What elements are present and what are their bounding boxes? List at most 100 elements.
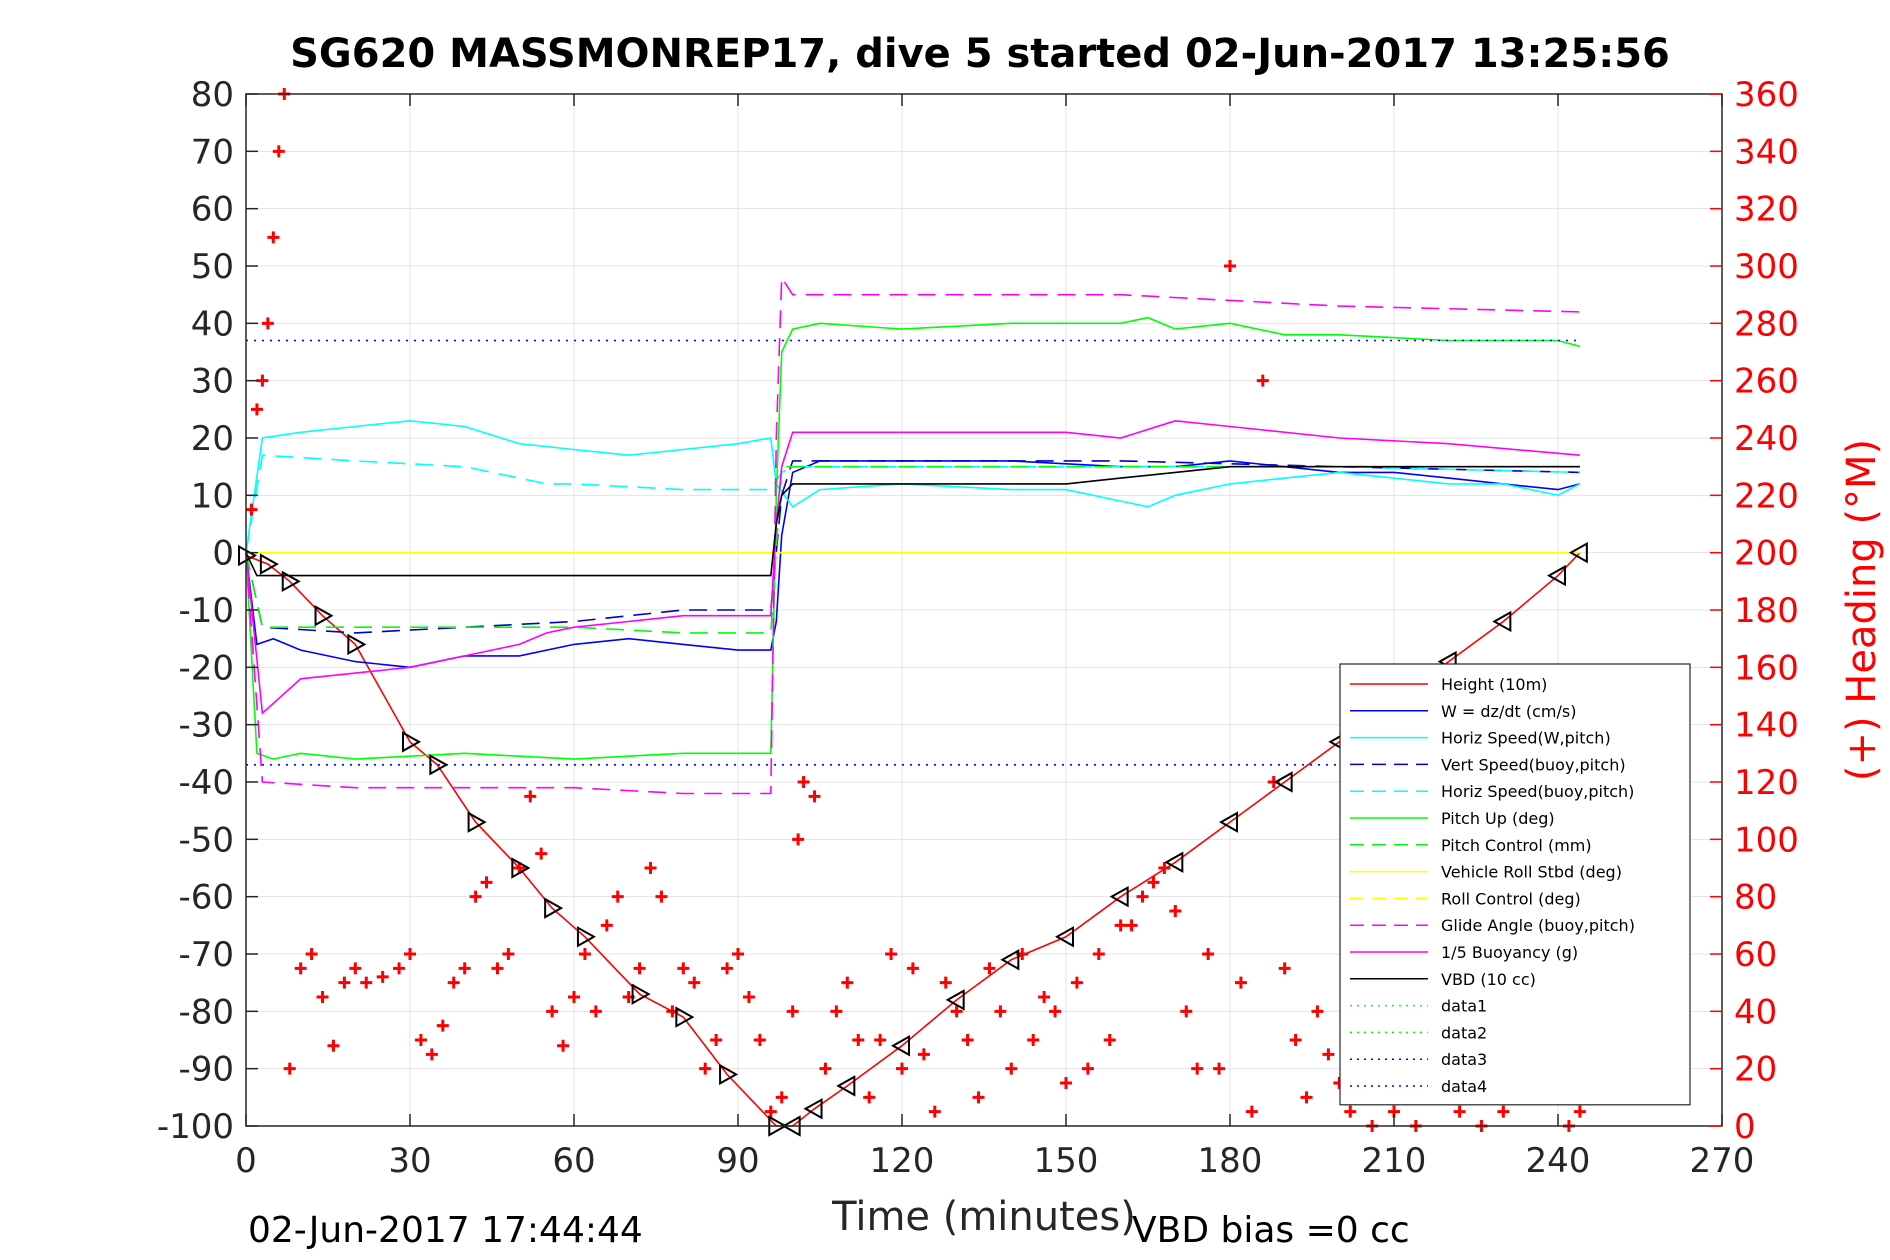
y-right-tick-label: 120	[1734, 763, 1799, 803]
height-triangle-marker	[238, 544, 258, 567]
heading-point	[994, 1005, 1007, 1018]
heading-point	[305, 948, 318, 960]
heading-point	[447, 976, 460, 989]
legend: Height (10m) W = dz/dt (cm/s) Horiz Speed(…	[1339, 663, 1691, 1106]
legend-entry: data2	[1441, 1023, 1487, 1042]
y-tick-label: -80	[178, 992, 234, 1032]
height-triangle-marker	[1568, 541, 1588, 564]
heading-point	[546, 1005, 559, 1018]
legend-entry: Vert Speed(buoy,pitch)	[1441, 755, 1626, 774]
heading-point	[792, 833, 805, 846]
y-tick-label: 0	[212, 534, 234, 574]
height-triangle-marker	[511, 857, 531, 879]
height-triangle-marker	[281, 570, 301, 593]
heading-point	[1278, 962, 1291, 975]
heading-point	[600, 919, 613, 932]
x-axis-label: Time (minutes)	[831, 1194, 1136, 1240]
legend-entry: W = dz/dt (cm/s)	[1441, 702, 1576, 721]
heading-point	[961, 1034, 974, 1046]
legend-entry: VBD (10 cc)	[1441, 970, 1536, 989]
height-triangle-marker	[576, 926, 596, 948]
height-triangle-marker	[259, 553, 279, 575]
y-tick-label: 70	[191, 132, 234, 172]
legend-entry: Horiz Speed(W,pitch)	[1441, 729, 1611, 748]
heading-point	[436, 1019, 449, 1032]
y-right-tick-label: 240	[1734, 419, 1799, 459]
footer-timestamp: 02-Jun-2017 17:44:44	[248, 1210, 643, 1251]
height-triangle-marker	[1218, 811, 1238, 833]
height-triangle-marker	[429, 754, 449, 776]
heading-point	[1180, 1005, 1193, 1018]
heading-point	[1125, 919, 1138, 932]
heading-point	[349, 962, 362, 975]
legend-entry: data3	[1441, 1050, 1487, 1069]
heading-point	[1311, 1005, 1324, 1018]
heading-point	[939, 976, 952, 989]
y-right-tick-label: 200	[1734, 534, 1799, 574]
y-right-tick-label: 100	[1734, 820, 1799, 860]
height-triangle-marker	[1546, 564, 1566, 587]
heading-point	[1158, 862, 1171, 874]
heading-point	[294, 962, 307, 975]
heading-point	[841, 976, 854, 989]
heading-point	[775, 1091, 788, 1104]
x-tick-label: 0	[235, 1141, 257, 1181]
heading-point	[644, 862, 657, 874]
series-height-10m	[245, 552, 1581, 1127]
heading-point	[633, 962, 646, 975]
legend-entry: Horiz Speed(buoy,pitch)	[1441, 782, 1634, 801]
y-tick-label: -20	[178, 648, 234, 688]
legend-entry: Pitch Up (deg)	[1441, 809, 1555, 828]
heading-point	[830, 1005, 843, 1018]
height-triangle-marker	[314, 605, 334, 627]
legend-entry: Pitch Control (mm)	[1441, 836, 1592, 855]
heading-point	[742, 991, 755, 1003]
heading-point	[502, 948, 515, 960]
y-tick-label: 30	[191, 362, 234, 402]
y-tick-label: 60	[191, 190, 234, 230]
y-right-tick-label: 160	[1734, 648, 1799, 688]
heading-point	[360, 976, 373, 989]
y-tick-label: -100	[157, 1107, 234, 1147]
height-triangle-marker	[347, 633, 367, 656]
y-right-tick-label: 320	[1734, 190, 1799, 230]
y-right-tick-label: 40	[1734, 992, 1777, 1032]
heading-point	[272, 145, 285, 158]
heading-point	[721, 962, 734, 975]
height-triangle-marker	[675, 1006, 695, 1028]
heading-point	[557, 1039, 570, 1052]
y-right-tick-label: 20	[1734, 1050, 1777, 1090]
heading-point	[1038, 991, 1051, 1003]
heading-point	[1322, 1048, 1335, 1061]
height-triangle-marker	[1273, 771, 1293, 793]
heading-point	[578, 948, 591, 960]
x-tick-label: 240	[1526, 1141, 1591, 1181]
y-right-tick-label: 80	[1734, 878, 1777, 918]
heading-point	[1136, 890, 1149, 903]
heading-point	[1114, 919, 1127, 932]
heading-point	[1289, 1034, 1302, 1046]
heading-point	[1092, 948, 1105, 960]
heading-point	[1224, 260, 1236, 272]
heading-point	[1202, 948, 1215, 960]
height-triangle-marker	[1492, 610, 1512, 633]
height-triangle-marker	[402, 731, 422, 753]
heading-point	[677, 962, 690, 975]
height-triangle-marker	[1000, 949, 1020, 971]
x-tick-label: 120	[870, 1141, 935, 1181]
footer-vbd-bias: VBD bias =0 cc	[1132, 1210, 1410, 1251]
heading-point	[261, 317, 274, 330]
y-right-tick-label: 180	[1734, 591, 1799, 631]
heading-point	[1191, 1062, 1204, 1075]
height-triangle-marker	[1109, 885, 1129, 908]
heading-point	[1005, 1062, 1018, 1075]
heading-point	[535, 847, 548, 860]
height-triangle-marker	[467, 811, 487, 833]
series-horiz-speed-w-pitch	[245, 419, 1581, 553]
heading-point	[414, 1034, 427, 1046]
heading-point	[589, 1005, 602, 1018]
heading-point	[764, 1105, 777, 1118]
heading-point	[917, 1048, 930, 1061]
y-tick-label: -60	[178, 878, 234, 918]
